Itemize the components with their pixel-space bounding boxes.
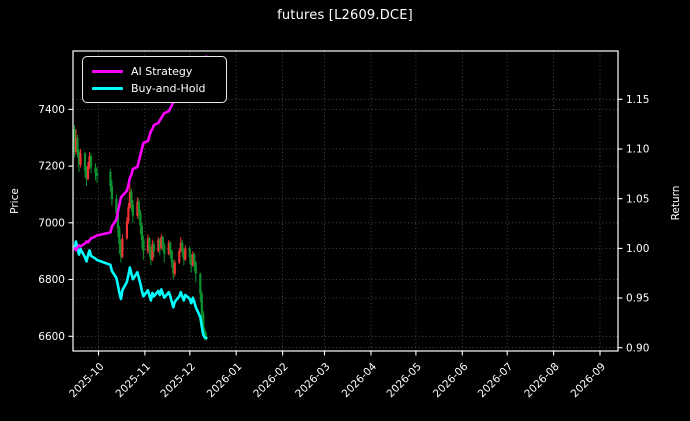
svg-text:2026-02: 2026-02 xyxy=(251,361,291,401)
axis-spines xyxy=(72,50,619,352)
buy-and-hold-line-swatch xyxy=(92,87,123,90)
svg-text:1.15: 1.15 xyxy=(626,94,649,106)
buy-and-hold-line xyxy=(73,240,208,340)
svg-text:2025-11: 2025-11 xyxy=(114,361,154,401)
x-tick-labels: 2025-10 2025-11 2025-12 2026-01 2026-02 2026-… xyxy=(67,360,608,400)
svg-text:7200: 7200 xyxy=(38,161,65,173)
candles xyxy=(73,125,208,341)
svg-text:2026-09: 2026-09 xyxy=(569,361,609,401)
svg-text:6800: 6800 xyxy=(38,274,65,286)
legend-label-buy-and-hold: Buy-and-Hold xyxy=(131,82,206,95)
ai-strategy-line-swatch xyxy=(92,70,123,73)
legend-item-buy-and-hold: Buy-and-Hold xyxy=(92,80,217,97)
svg-text:2026-07: 2026-07 xyxy=(476,361,516,401)
y-right-tick-labels: 0.90 0.95 1.00 1.05 1.10 1.15 xyxy=(626,94,649,354)
legend: AI Strategy Buy-and-Hold xyxy=(82,56,227,103)
svg-text:2025-10: 2025-10 xyxy=(67,361,107,401)
svg-text:1.00: 1.00 xyxy=(626,243,649,255)
svg-text:2026-04: 2026-04 xyxy=(340,360,380,400)
legend-item-ai-strategy: AI Strategy xyxy=(92,63,217,80)
legend-label-ai-strategy: AI Strategy xyxy=(131,65,193,78)
svg-text:2026-03: 2026-03 xyxy=(293,361,333,401)
svg-text:2026-05: 2026-05 xyxy=(385,361,425,401)
svg-text:1.05: 1.05 xyxy=(626,193,649,205)
y-left-tick-labels: 6600 6800 7000 7200 7400 xyxy=(38,104,65,343)
axis-ticks xyxy=(68,98,623,356)
svg-text:2025-12: 2025-12 xyxy=(158,361,198,401)
svg-text:6600: 6600 xyxy=(38,331,65,343)
svg-text:0.90: 0.90 xyxy=(626,342,649,354)
svg-text:2026-08: 2026-08 xyxy=(522,361,562,401)
svg-text:1.10: 1.10 xyxy=(626,144,649,156)
svg-text:7400: 7400 xyxy=(38,104,65,116)
y-axis-label-price: Price xyxy=(9,188,21,214)
chart-title: futures [L2609.DCE] xyxy=(277,8,413,23)
y-axis-label-return: Return xyxy=(670,185,682,221)
svg-text:0.95: 0.95 xyxy=(626,293,649,305)
svg-text:7000: 7000 xyxy=(38,217,65,229)
svg-text:2026-06: 2026-06 xyxy=(431,360,471,400)
svg-text:2026-01: 2026-01 xyxy=(205,361,245,401)
